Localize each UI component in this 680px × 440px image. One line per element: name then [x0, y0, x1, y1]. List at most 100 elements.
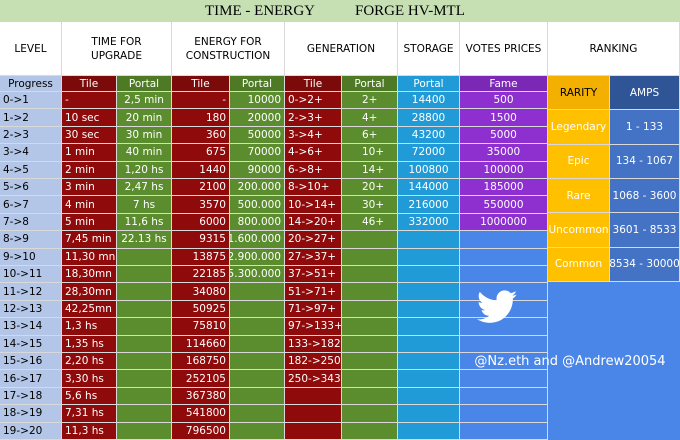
data-cell: 4 min: [62, 196, 117, 214]
column-header: ENERGY FOR CONSTRUCTION: [172, 22, 285, 76]
data-cell: 541800: [172, 405, 230, 423]
title-right: FORGE HV-MTL: [355, 3, 465, 19]
data-cell: 7 hs: [117, 196, 172, 214]
data-cell: 1,35 hs: [62, 335, 117, 353]
data-cell: [342, 353, 398, 371]
data-cell: 10000: [230, 92, 285, 110]
level-cell: 8->9: [0, 231, 62, 249]
data-cell: 14400: [398, 92, 460, 110]
data-cell: [342, 248, 398, 266]
data-cell: [230, 300, 285, 319]
data-cell: [117, 248, 172, 266]
data-cell: 675: [172, 144, 230, 162]
level-cell: 1->2: [0, 109, 62, 127]
level-cell: 3->4: [0, 144, 62, 162]
data-cell: [398, 248, 460, 266]
data-cell: 3->4+: [285, 126, 342, 145]
column-header: LEVEL: [0, 22, 62, 76]
data-cell: [117, 318, 172, 336]
data-cell: 20 min: [117, 109, 172, 127]
data-cell: 35000: [460, 144, 548, 162]
ranking-header: RARITY: [548, 76, 610, 111]
data-cell: [460, 318, 548, 336]
data-cell: [117, 266, 172, 284]
sub-header: Fame: [460, 76, 548, 92]
data-cell: [230, 370, 285, 388]
data-cell: 800.000: [230, 213, 285, 232]
data-cell: 250->343+: [285, 370, 342, 388]
data-cell: 1500: [460, 109, 548, 127]
rarity-cell: Legendary: [548, 110, 610, 145]
level-cell: 0->1: [0, 92, 62, 110]
data-cell: 40 min: [117, 144, 172, 162]
level-cell: 9->10: [0, 248, 62, 266]
twitter-icon: [477, 290, 517, 323]
data-cell: 20->27+: [285, 231, 342, 249]
data-cell: 9315: [172, 231, 230, 249]
data-cell: [398, 422, 460, 440]
data-cell: [342, 422, 398, 440]
data-cell: [342, 405, 398, 423]
data-cell: 75810: [172, 318, 230, 336]
data-cell: 182->250+: [285, 353, 342, 371]
data-cell: 30 sec: [62, 126, 117, 145]
data-cell: [398, 283, 460, 301]
data-cell: 5.300.000: [230, 266, 285, 284]
data-cell: 14+: [342, 161, 398, 179]
data-cell: [342, 370, 398, 388]
amps-cell: 1 - 133: [610, 110, 680, 145]
level-cell: 4->5: [0, 161, 62, 179]
column-header: RANKING: [548, 22, 680, 76]
credits: @Nz.eth and @Andrew20054: [474, 354, 666, 369]
data-cell: 7,45 min: [62, 231, 117, 249]
data-cell: [117, 335, 172, 353]
data-cell: 100800: [398, 161, 460, 179]
data-cell: 72000: [398, 144, 460, 162]
sub-header: Progress: [0, 76, 62, 92]
data-cell: 2+: [342, 92, 398, 110]
level-cell: 13->14: [0, 318, 62, 336]
data-cell: 28,30mn: [62, 283, 117, 301]
data-cell: 90000: [230, 161, 285, 179]
level-cell: 14->15: [0, 335, 62, 353]
data-cell: [398, 405, 460, 423]
sub-header: Portal: [117, 76, 172, 92]
level-cell: 18->19: [0, 405, 62, 423]
data-cell: 100000: [460, 161, 548, 179]
data-cell: [398, 266, 460, 284]
data-cell: 216000: [398, 196, 460, 214]
data-cell: 4+: [342, 109, 398, 127]
data-cell: 5 min: [62, 213, 117, 232]
data-cell: 3 min: [62, 179, 117, 197]
data-cell: 11,30 mn: [62, 248, 117, 266]
data-cell: [230, 335, 285, 353]
title-left: TIME - ENERGY: [205, 3, 315, 19]
data-cell: 46+: [342, 213, 398, 232]
data-cell: [398, 387, 460, 406]
level-cell: 12->13: [0, 300, 62, 319]
title-bar: [0, 0, 680, 23]
data-cell: [460, 248, 548, 266]
data-cell: 28800: [398, 109, 460, 127]
sub-header: Tile: [172, 76, 230, 92]
data-cell: 18,30mn: [62, 266, 117, 284]
data-cell: [398, 353, 460, 371]
data-cell: 1,20 hs: [117, 161, 172, 179]
data-cell: [285, 387, 342, 406]
level-cell: 7->8: [0, 213, 62, 232]
data-cell: 7,31 hs: [62, 405, 117, 423]
data-cell: [460, 422, 548, 440]
level-cell: 10->11: [0, 266, 62, 284]
data-cell: 185000: [460, 179, 548, 197]
data-cell: 5000: [460, 126, 548, 145]
data-cell: 1440: [172, 161, 230, 179]
data-cell: 796500: [172, 422, 230, 440]
data-cell: 34080: [172, 283, 230, 301]
data-cell: 30 min: [117, 126, 172, 145]
level-cell: 15->16: [0, 353, 62, 371]
data-cell: [398, 335, 460, 353]
column-header: TIME FOR UPGRADE: [62, 22, 172, 76]
data-cell: 2.900.000: [230, 248, 285, 266]
data-cell: [342, 335, 398, 353]
